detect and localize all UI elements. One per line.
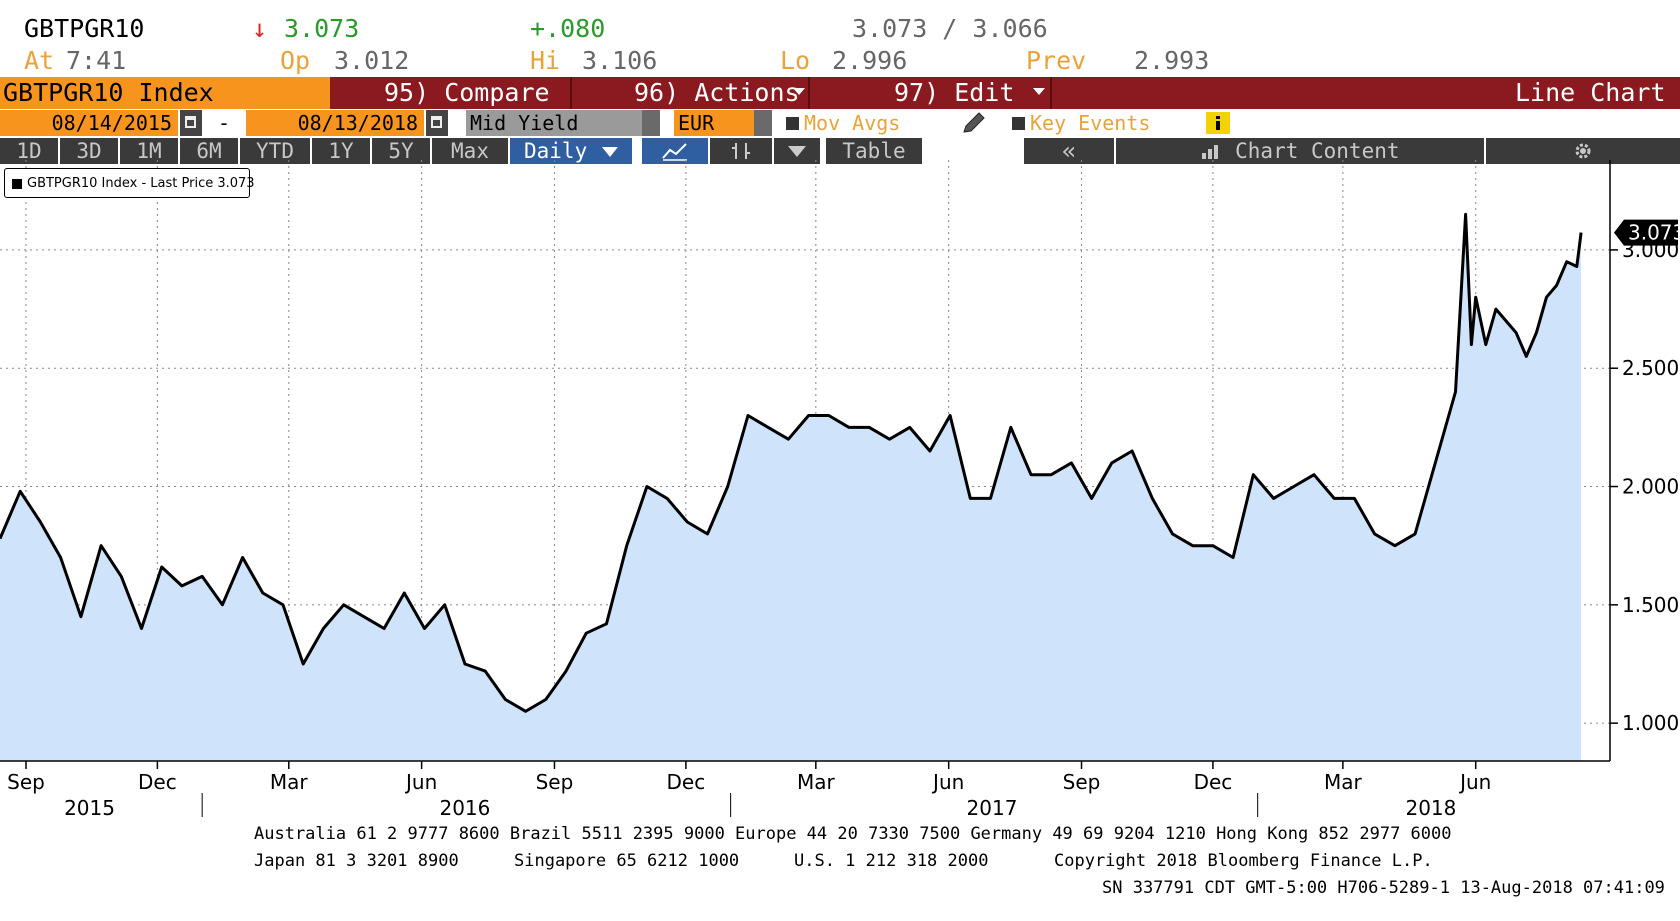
line-chart-icon	[662, 143, 687, 161]
candle-chart-type-button[interactable]	[710, 138, 772, 164]
date-dash: -	[204, 110, 244, 136]
x-tick-label: Jun	[931, 770, 964, 794]
open-label: Op	[280, 46, 311, 75]
down-arrow-icon: ↓	[252, 14, 268, 43]
key-events-checkbox[interactable]	[1012, 117, 1025, 130]
divider	[808, 77, 810, 109]
x-tick-label: Sep	[1063, 770, 1101, 794]
info-icon[interactable]	[1206, 112, 1230, 134]
footer-singapore: Singapore 65 6212 1000	[514, 851, 740, 871]
y-tick-label: 1.000	[1622, 711, 1679, 735]
ticker: GBTPGR10	[24, 14, 145, 43]
currency-select[interactable]: EUR	[674, 110, 754, 136]
high-value: 3.106	[582, 46, 658, 75]
footer-us: U.S. 1 212 318 2000	[794, 851, 989, 871]
chevron-down-icon	[602, 147, 618, 157]
start-date-field[interactable]: 08/14/2015	[0, 110, 178, 136]
last-value-tag	[1614, 219, 1678, 246]
x-tick-label: Mar	[270, 770, 309, 794]
x-year-label: 2015	[64, 796, 115, 820]
footer-japan: Japan 81 3 3201 8900	[254, 851, 459, 871]
chevron-down-icon	[788, 146, 806, 157]
last-price: 3.073	[284, 14, 360, 43]
x-year-label: 2017	[967, 796, 1018, 820]
x-year-label: 2018	[1405, 796, 1456, 820]
x-tick-label: Dec	[138, 770, 177, 794]
range-1d-button[interactable]: 1D	[0, 138, 58, 164]
legend-label: GBTPGR10 Index - Last Price 3.073	[27, 176, 255, 191]
series-line	[0, 212, 1583, 713]
key-events-label: Key Events	[1030, 111, 1151, 135]
field-select[interactable]: Mid Yield	[466, 110, 642, 136]
end-date-field[interactable]: 08/13/2018	[246, 110, 424, 136]
chart-type-dropdown[interactable]	[774, 138, 820, 164]
divider	[1050, 77, 1052, 109]
actions-button[interactable]: 96) Actions	[634, 78, 800, 107]
x-tick-label: Mar	[797, 770, 836, 794]
settings-button[interactable]	[1486, 138, 1680, 164]
range-3d-button[interactable]: 3D	[60, 138, 118, 164]
y-tick-label: 2.500	[1622, 356, 1679, 380]
pencil-icon[interactable]	[960, 110, 986, 136]
x-tick-label: Jun	[404, 770, 437, 794]
candlestick-icon	[732, 143, 750, 159]
series-area-fill	[0, 214, 1582, 761]
open-value: 3.012	[334, 46, 410, 75]
security-title[interactable]: GBTPGR10 Index	[0, 77, 330, 109]
high-label: Hi	[530, 46, 561, 75]
range-1y-button[interactable]: 1Y	[312, 138, 370, 164]
x-tick-label: Sep	[536, 770, 574, 794]
range-1m-button[interactable]: 1M	[120, 138, 178, 164]
quote-time: 7:41	[66, 46, 127, 75]
prev-label: Prev	[1026, 46, 1087, 75]
gear-icon	[1575, 143, 1591, 159]
x-year-label: 2016	[439, 796, 490, 820]
currency-dropdown[interactable]	[754, 110, 772, 136]
footer-phone-line: Australia 61 2 9777 8600 Brazil 5511 239…	[254, 824, 1452, 844]
table-button[interactable]: Table	[826, 138, 922, 164]
prev-value: 2.993	[1134, 46, 1210, 75]
collapse-button[interactable]: «	[1024, 138, 1114, 164]
calendar-icon[interactable]	[426, 110, 448, 136]
chart-content-button[interactable]: Chart Content	[1116, 138, 1484, 164]
range-max-button[interactable]: Max	[432, 138, 508, 164]
frequency-select[interactable]: Daily	[510, 138, 632, 164]
frequency-label: Daily	[524, 139, 588, 163]
compare-button[interactable]: 95) Compare	[384, 78, 550, 107]
x-tick-label: Jun	[1458, 770, 1491, 794]
y-tick-label: 2.000	[1622, 475, 1679, 499]
chart-type-label[interactable]: Line Chart	[1515, 78, 1666, 107]
mov-avgs-label: Mov Avgs	[804, 111, 901, 135]
calendar-icon[interactable]	[180, 110, 202, 136]
bid-ask: 3.073 / 3.066	[852, 14, 1048, 43]
edit-button[interactable]: 97) Edit	[894, 78, 1015, 107]
at-label: At	[24, 46, 55, 75]
chevron-down-icon[interactable]	[793, 88, 805, 95]
y-tick-label: 1.500	[1622, 593, 1679, 617]
x-tick-label: Mar	[1324, 770, 1363, 794]
x-tick-label: Dec	[1194, 770, 1233, 794]
footer-copyright: Copyright 2018 Bloomberg Finance L.P.	[1054, 851, 1433, 871]
low-label: Lo	[780, 46, 811, 75]
chart-legend[interactable]: GBTPGR10 Index - Last Price 3.073	[4, 168, 255, 198]
chart-content-label: Chart Content	[1235, 139, 1400, 163]
net-change: +.080	[530, 14, 606, 43]
chevron-down-icon[interactable]	[1033, 88, 1045, 95]
x-tick-label: Dec	[667, 770, 706, 794]
chart-content-icon	[1202, 145, 1219, 159]
footer-session-info: SN 337791 CDT GMT-5:00 H706-5289-1 13-Au…	[1102, 878, 1665, 898]
last-value-label: 3.073	[1628, 221, 1680, 245]
divider	[570, 77, 572, 109]
legend-swatch	[12, 179, 22, 189]
range-5y-button[interactable]: 5Y	[372, 138, 430, 164]
range-ytd-button[interactable]: YTD	[240, 138, 310, 164]
x-tick-label: Sep	[7, 770, 45, 794]
range-6m-button[interactable]: 6M	[180, 138, 238, 164]
line-chart-type-button[interactable]	[642, 138, 708, 164]
low-value: 2.996	[832, 46, 908, 75]
field-dropdown[interactable]	[642, 110, 660, 136]
mov-avgs-checkbox[interactable]	[786, 117, 799, 130]
